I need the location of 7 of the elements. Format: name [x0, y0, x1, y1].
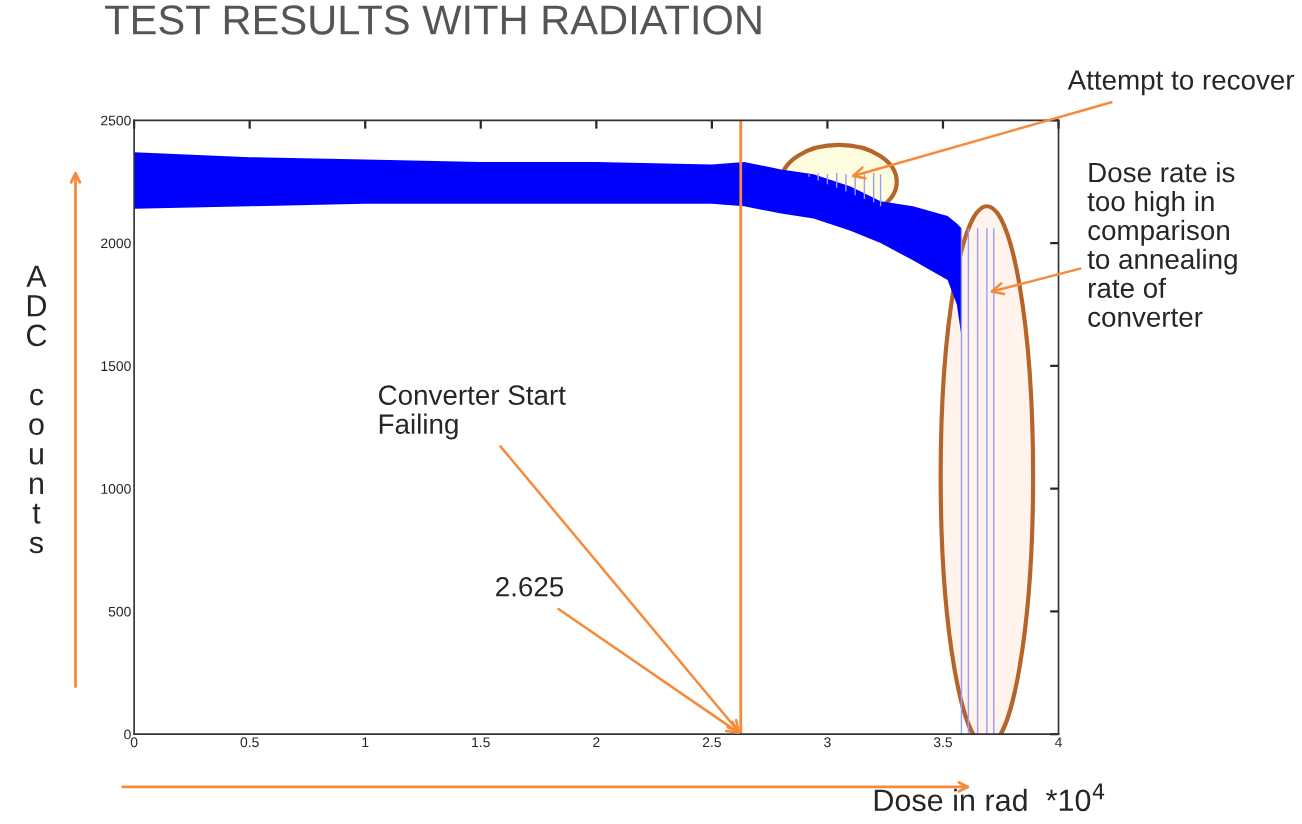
- text: ADC counts: [26, 265, 47, 554]
- annotation: Dose rate is too high in comparison to annealing rate of converter: [1087, 161, 1237, 327]
- x-axis-title: Dose in rad *10$^{4}$: [874, 783, 1105, 812]
- annotation: Attempt to recover: [1067, 70, 1295, 96]
- chart-title: TEST RESULTS WITH RADIATION: [105, 5, 761, 35]
- annotation: Converter Start Failing: [378, 385, 566, 440]
- annotation: 2.625: [496, 576, 564, 597]
